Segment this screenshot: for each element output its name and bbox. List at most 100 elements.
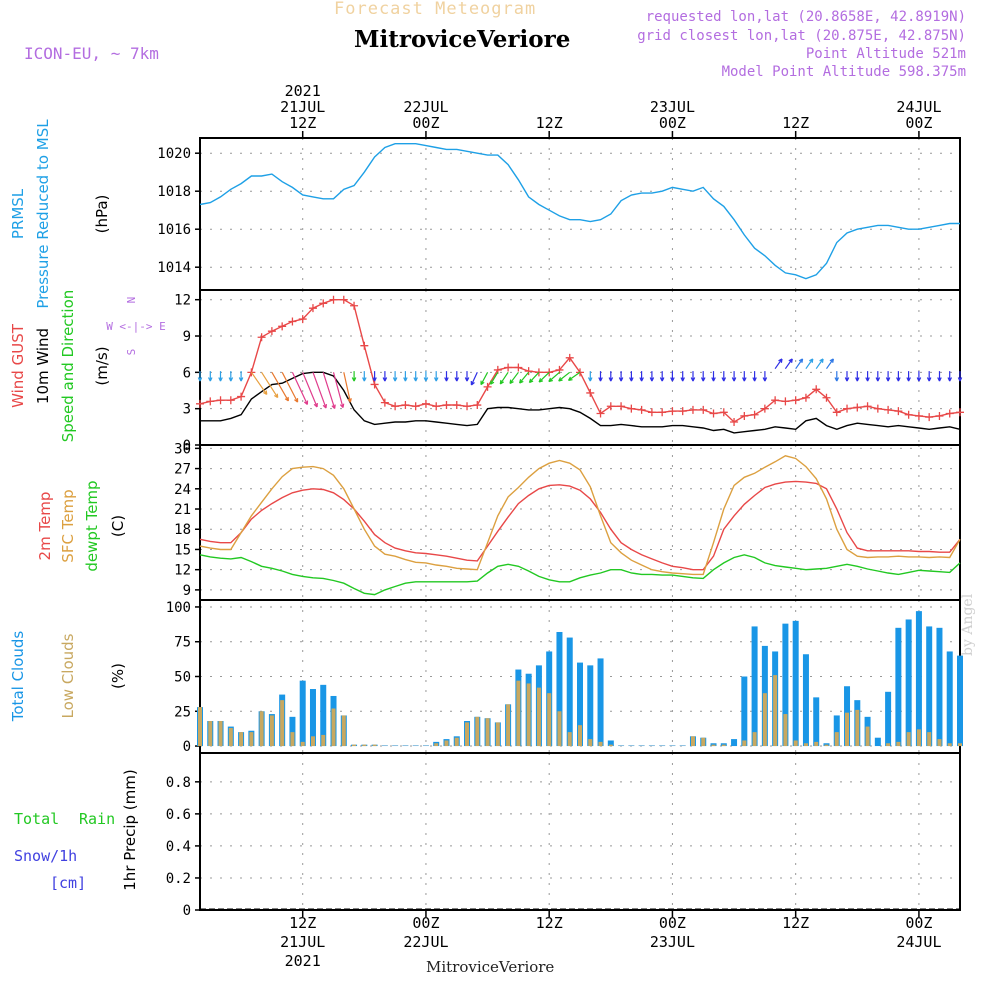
wind-direction-arrow: [826, 358, 834, 370]
wind-direction-arrow: [721, 371, 727, 382]
cloud-bar-zero: [648, 745, 655, 747]
wind-direction-arrow: [670, 371, 675, 382]
total-cloud-bar: [926, 626, 933, 747]
cloud-bar-zero: [381, 745, 388, 747]
gust-marker: [216, 396, 225, 405]
wind-direction-arrow: [351, 371, 357, 382]
low-cloud-bar: [434, 743, 439, 747]
y-tick-label: 0: [183, 739, 191, 755]
wind-direction-arrow: [423, 371, 429, 382]
gust-marker: [565, 353, 574, 362]
low-cloud-bar: [855, 709, 860, 747]
series-prmsl: [199, 142, 960, 280]
panel-label-pressure: PRMSL: [9, 188, 27, 239]
total-cloud-bar: [833, 715, 840, 747]
wind-direction-arrow: [896, 371, 901, 382]
low-cloud-bar: [557, 711, 562, 747]
low-cloud-bar: [762, 693, 767, 747]
total-cloud-bar: [751, 626, 758, 747]
gust-marker: [843, 404, 852, 413]
gust-marker: [822, 393, 831, 402]
wind-direction-arrow: [844, 371, 850, 382]
total-cloud-bar: [299, 680, 306, 747]
top-axis-label: 00Z: [659, 114, 686, 132]
top-axis-label: 12Z: [782, 114, 809, 132]
low-cloud-bar: [906, 732, 911, 747]
panel-label-clouds: (%): [109, 663, 127, 689]
wind-direction-arrow: [742, 371, 747, 382]
low-cloud-bar: [239, 732, 244, 747]
gust-marker: [925, 413, 934, 422]
low-cloud-bar: [588, 739, 593, 747]
gust-marker: [329, 295, 338, 304]
panel-label-wind: (m/s): [93, 346, 111, 385]
compass-legend: W <-|-> E: [106, 320, 166, 333]
gust-marker: [442, 401, 451, 410]
low-cloud-bar: [269, 715, 274, 747]
bottom-axis-label: 24JUL: [896, 933, 941, 951]
low-cloud-bar: [454, 737, 459, 747]
total-cloud-bar: [802, 654, 809, 747]
low-cloud-bar: [331, 708, 336, 747]
y-tick-label: 27: [174, 462, 191, 478]
low-cloud-bar: [793, 740, 798, 747]
gust-marker: [380, 398, 389, 407]
gust-marker: [781, 397, 790, 406]
wind-direction-arrow: [629, 371, 634, 382]
low-cloud-bar: [228, 727, 233, 747]
y-tick-label: 12: [174, 293, 191, 309]
low-cloud-bar: [526, 683, 531, 747]
y-tick-label: 21: [174, 502, 191, 518]
gust-marker: [863, 402, 872, 411]
y-tick-label: 6: [183, 365, 191, 381]
wind-direction-arrow: [470, 372, 478, 386]
precip-label-rain: Rain: [79, 810, 115, 828]
wind-direction-arrow: [608, 371, 614, 382]
precip-label-unit: 1hr Precip (mm): [121, 769, 139, 890]
y-tick-label: 12: [174, 563, 191, 579]
y-tick-label: 25: [174, 704, 191, 720]
y-tick-label: 1018: [157, 184, 191, 200]
wind-direction-arrow: [322, 372, 336, 410]
wind-direction-arrow: [528, 371, 540, 384]
wind-direction-arrow: [499, 371, 509, 385]
wind-direction-arrow: [238, 371, 244, 382]
bottom-axis-label: 21JUL: [280, 933, 325, 951]
wind-direction-arrow: [855, 371, 860, 382]
cloud-bar-zero: [422, 745, 429, 747]
low-cloud-bar: [958, 743, 962, 747]
low-cloud-bar: [310, 736, 315, 747]
gust-marker: [370, 380, 379, 389]
cloud-bar-zero: [412, 745, 419, 747]
gust-marker: [956, 408, 964, 417]
gust-marker: [719, 408, 728, 417]
panel-label-temp: dewpt Temp: [83, 480, 101, 571]
gust-marker: [339, 295, 348, 304]
y-tick-label: 9: [183, 583, 191, 599]
total-cloud-bar: [885, 691, 892, 747]
panel-label-wind: Speed and Direction: [59, 290, 77, 443]
wind-direction-arrow: [312, 372, 327, 409]
top-axis-label: 23JUL: [650, 98, 695, 116]
wind-direction-arrow: [957, 371, 963, 382]
gust-marker: [298, 315, 307, 324]
low-cloud-bar: [300, 741, 305, 747]
total-cloud-bar: [792, 620, 799, 747]
total-cloud-bar: [915, 611, 922, 747]
total-cloud-bar: [556, 631, 563, 747]
gust-marker: [945, 409, 954, 418]
gust-marker: [206, 397, 215, 406]
panel-label-wind: Wind GUST: [9, 323, 27, 408]
wind-direction-arrow: [261, 371, 279, 399]
gust-marker: [350, 301, 359, 310]
panel-frame-wind: [199, 289, 961, 446]
cloud-bar-zero: [638, 745, 645, 747]
y-tick-label: 0.8: [166, 775, 191, 791]
gust-marker: [237, 392, 246, 401]
gust-marker: [196, 399, 204, 408]
gust-marker: [504, 363, 513, 372]
total-cloud-bar: [597, 658, 604, 747]
y-tick-label: 9: [183, 329, 191, 345]
wind-direction-arrow: [774, 358, 783, 370]
bottom-axis-label: 00Z: [412, 914, 439, 932]
